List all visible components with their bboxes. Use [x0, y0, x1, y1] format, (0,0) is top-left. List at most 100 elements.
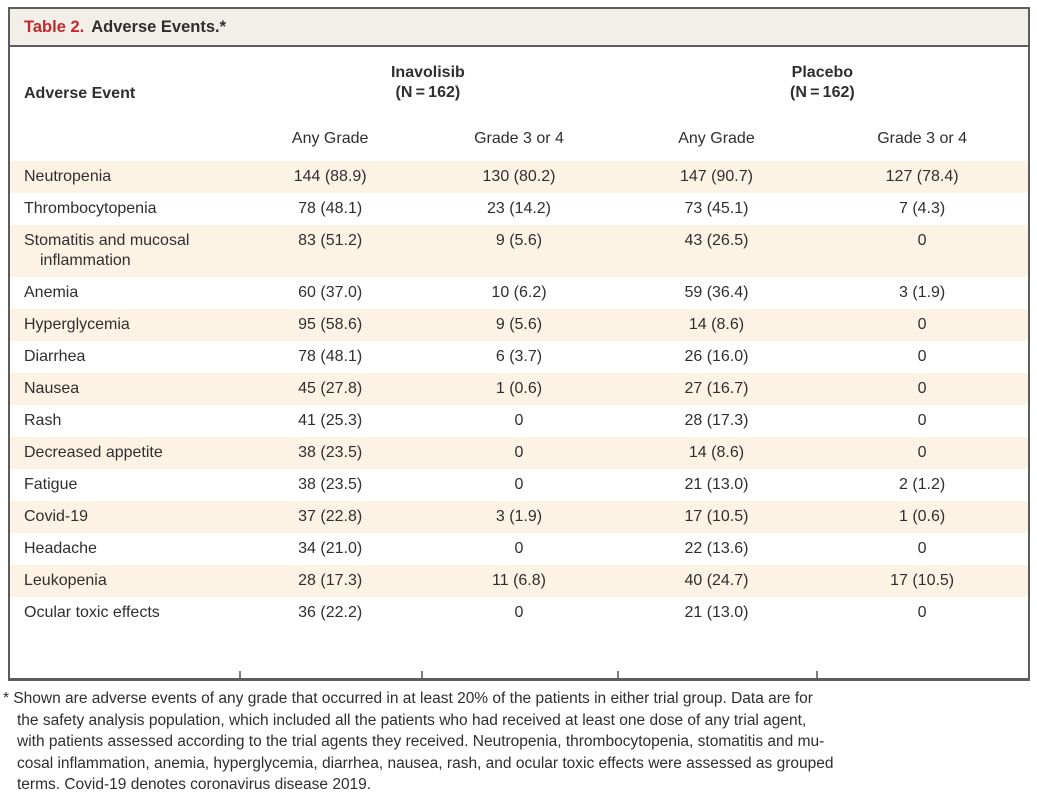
value-placebo-grade-3-4: 0 [917, 604, 927, 621]
table-row: Ocular toxic effects 36 (22.2) 0 21 (13.… [10, 597, 1028, 629]
adverse-events-table-container: Table 2. Adverse Events.* Adverse Event … [8, 7, 1030, 681]
value-placebo-grade-3-4: 127 (78.4) [885, 168, 959, 185]
adverse-event-name: Covid-19 [24, 508, 89, 525]
value-placebo-grade-3-4: 0 [917, 316, 927, 333]
adverse-events-table: Adverse Event Inavolisib (N = 162) Place… [10, 47, 1028, 629]
value-inavolisib-grade-3-4: 1 (0.6) [495, 380, 543, 397]
value-placebo-any-grade: 28 (17.3) [684, 412, 749, 429]
column-group-placebo: Placebo (N = 162) [617, 47, 1028, 105]
value-inavolisib-any-grade: 41 (25.3) [298, 412, 363, 429]
value-inavolisib-grade-3-4: 0 [514, 476, 524, 493]
table-row: Hyperglycemia 95 (58.6) 9 (5.6) 14 (8.6)… [10, 309, 1028, 341]
table-row: Headache 34 (21.0) 0 22 (13.6) 0 [10, 533, 1028, 565]
value-placebo-any-grade: 43 (26.5) [684, 232, 749, 249]
value-inavolisib-any-grade: 95 (58.6) [298, 316, 363, 333]
table-row: Neutropenia 144 (88.9) 130 (80.2) 147 (9… [10, 161, 1028, 193]
value-placebo-any-grade: 14 (8.6) [688, 316, 745, 333]
value-inavolisib-any-grade: 28 (17.3) [298, 572, 363, 589]
value-inavolisib-grade-3-4: 0 [514, 604, 524, 621]
value-placebo-grade-3-4: 7 (4.3) [898, 200, 946, 217]
value-inavolisib-any-grade: 37 (22.8) [298, 508, 363, 525]
value-inavolisib-any-grade: 36 (22.2) [298, 604, 363, 621]
adverse-event-name: Nausea [24, 380, 80, 397]
subheader-placebo-grade-3-4: Grade 3 or 4 [877, 130, 968, 147]
footnote-line: * Shown are adverse events of any grade … [3, 690, 813, 707]
adverse-event-name: Hyperglycemia [24, 316, 130, 333]
value-placebo-grade-3-4: 3 (1.9) [898, 284, 946, 301]
value-placebo-grade-3-4: 0 [917, 348, 927, 365]
column-divider-tick [816, 671, 819, 678]
value-inavolisib-any-grade: 78 (48.1) [298, 200, 363, 217]
adverse-event-name: Headache [24, 540, 97, 557]
adverse-event-name: Stomatitis and mucosal inflammation [24, 232, 190, 269]
value-placebo-any-grade: 17 (10.5) [684, 508, 749, 525]
value-placebo-grade-3-4: 2 (1.2) [898, 476, 946, 493]
value-placebo-grade-3-4: 1 (0.6) [898, 508, 946, 525]
value-inavolisib-any-grade: 60 (37.0) [298, 284, 363, 301]
value-inavolisib-grade-3-4: 10 (6.2) [491, 284, 547, 301]
table-body: Neutropenia 144 (88.9) 130 (80.2) 147 (9… [10, 161, 1028, 629]
table-row: Stomatitis and mucosal inflammation 83 (… [10, 225, 1028, 277]
table-row: Decreased appetite 38 (23.5) 0 14 (8.6) … [10, 437, 1028, 469]
value-inavolisib-any-grade: 38 (23.5) [298, 476, 363, 493]
group-n-inavolisib: (N = 162) [395, 84, 461, 101]
value-placebo-grade-3-4: 0 [917, 232, 927, 249]
value-inavolisib-grade-3-4: 9 (5.6) [495, 316, 543, 333]
adverse-event-name: Anemia [24, 284, 79, 301]
value-inavolisib-any-grade: 83 (51.2) [298, 232, 363, 249]
value-inavolisib-any-grade: 144 (88.9) [293, 168, 367, 185]
value-inavolisib-any-grade: 38 (23.5) [298, 444, 363, 461]
value-inavolisib-any-grade: 78 (48.1) [298, 348, 363, 365]
value-inavolisib-grade-3-4: 23 (14.2) [486, 200, 552, 217]
value-placebo-any-grade: 59 (36.4) [684, 284, 749, 301]
adverse-event-name: Neutropenia [24, 168, 112, 185]
value-placebo-grade-3-4: 0 [917, 444, 927, 461]
column-header-adverse-event: Adverse Event [24, 85, 136, 102]
group-header-row: Adverse Event Inavolisib (N = 162) Place… [10, 47, 1028, 105]
table-footnote: * Shown are adverse events of any grade … [3, 688, 1035, 796]
adverse-event-name: Diarrhea [24, 348, 86, 365]
value-placebo-any-grade: 21 (13.0) [684, 604, 749, 621]
value-placebo-any-grade: 147 (90.7) [680, 168, 753, 185]
value-placebo-any-grade: 21 (13.0) [684, 476, 749, 493]
value-placebo-grade-3-4: 0 [917, 380, 927, 397]
subheader-placebo-any-grade: Any Grade [678, 130, 755, 147]
adverse-event-name: Fatigue [24, 476, 78, 493]
adverse-event-name: Thrombocytopenia [24, 200, 157, 217]
value-inavolisib-grade-3-4: 0 [514, 412, 524, 429]
table-row: Leukopenia 28 (17.3) 11 (6.8) 40 (24.7) … [10, 565, 1028, 597]
subheader-inavolisib-any-grade: Any Grade [291, 130, 369, 147]
value-inavolisib-grade-3-4: 0 [514, 540, 524, 557]
table-number-label: Table 2. [24, 17, 85, 36]
footnote-line: terms. Covid-19 denotes coronavirus dise… [17, 776, 372, 793]
group-name-placebo: Placebo [791, 64, 854, 81]
value-placebo-grade-3-4: 17 (10.5) [890, 572, 955, 589]
footnote-line: with patients assessed according to the … [17, 733, 825, 750]
value-placebo-any-grade: 40 (24.7) [684, 572, 749, 589]
value-inavolisib-any-grade: 34 (21.0) [298, 540, 363, 557]
footnote-line: cosal inflammation, anemia, hyperglycemi… [17, 754, 834, 772]
table-row: Rash 41 (25.3) 0 28 (17.3) 0 [10, 405, 1028, 437]
value-placebo-any-grade: 27 (16.7) [684, 380, 749, 397]
adverse-event-name: Leukopenia [24, 572, 107, 589]
column-group-inavolisib: Inavolisib (N = 162) [239, 47, 617, 105]
adverse-event-name: Decreased appetite [24, 444, 163, 461]
value-inavolisib-any-grade: 45 (27.8) [298, 380, 363, 397]
value-placebo-grade-3-4: 0 [917, 540, 927, 557]
value-inavolisib-grade-3-4: 11 (6.8) [492, 572, 546, 589]
value-placebo-any-grade: 73 (45.1) [684, 200, 749, 217]
group-name-inavolisib: Inavolisib [390, 64, 465, 81]
column-divider-tick [616, 671, 619, 678]
subheader-row: Any Grade Grade 3 or 4 Any Grade Grade 3… [10, 105, 1028, 161]
footnote-line: the safety analysis population, which in… [17, 711, 807, 729]
column-divider-tick [239, 671, 242, 678]
value-placebo-grade-3-4: 0 [917, 412, 927, 429]
value-placebo-any-grade: 14 (8.6) [688, 444, 745, 461]
value-inavolisib-grade-3-4: 9 (5.6) [495, 232, 543, 249]
table-title-text: Adverse Events.* [91, 17, 227, 36]
value-placebo-any-grade: 26 (16.0) [684, 348, 749, 365]
value-inavolisib-grade-3-4: 3 (1.9) [495, 508, 543, 525]
adverse-event-name: Ocular toxic effects [24, 604, 160, 621]
table-row: Fatigue 38 (23.5) 0 21 (13.0) 2 (1.2) [10, 469, 1028, 501]
